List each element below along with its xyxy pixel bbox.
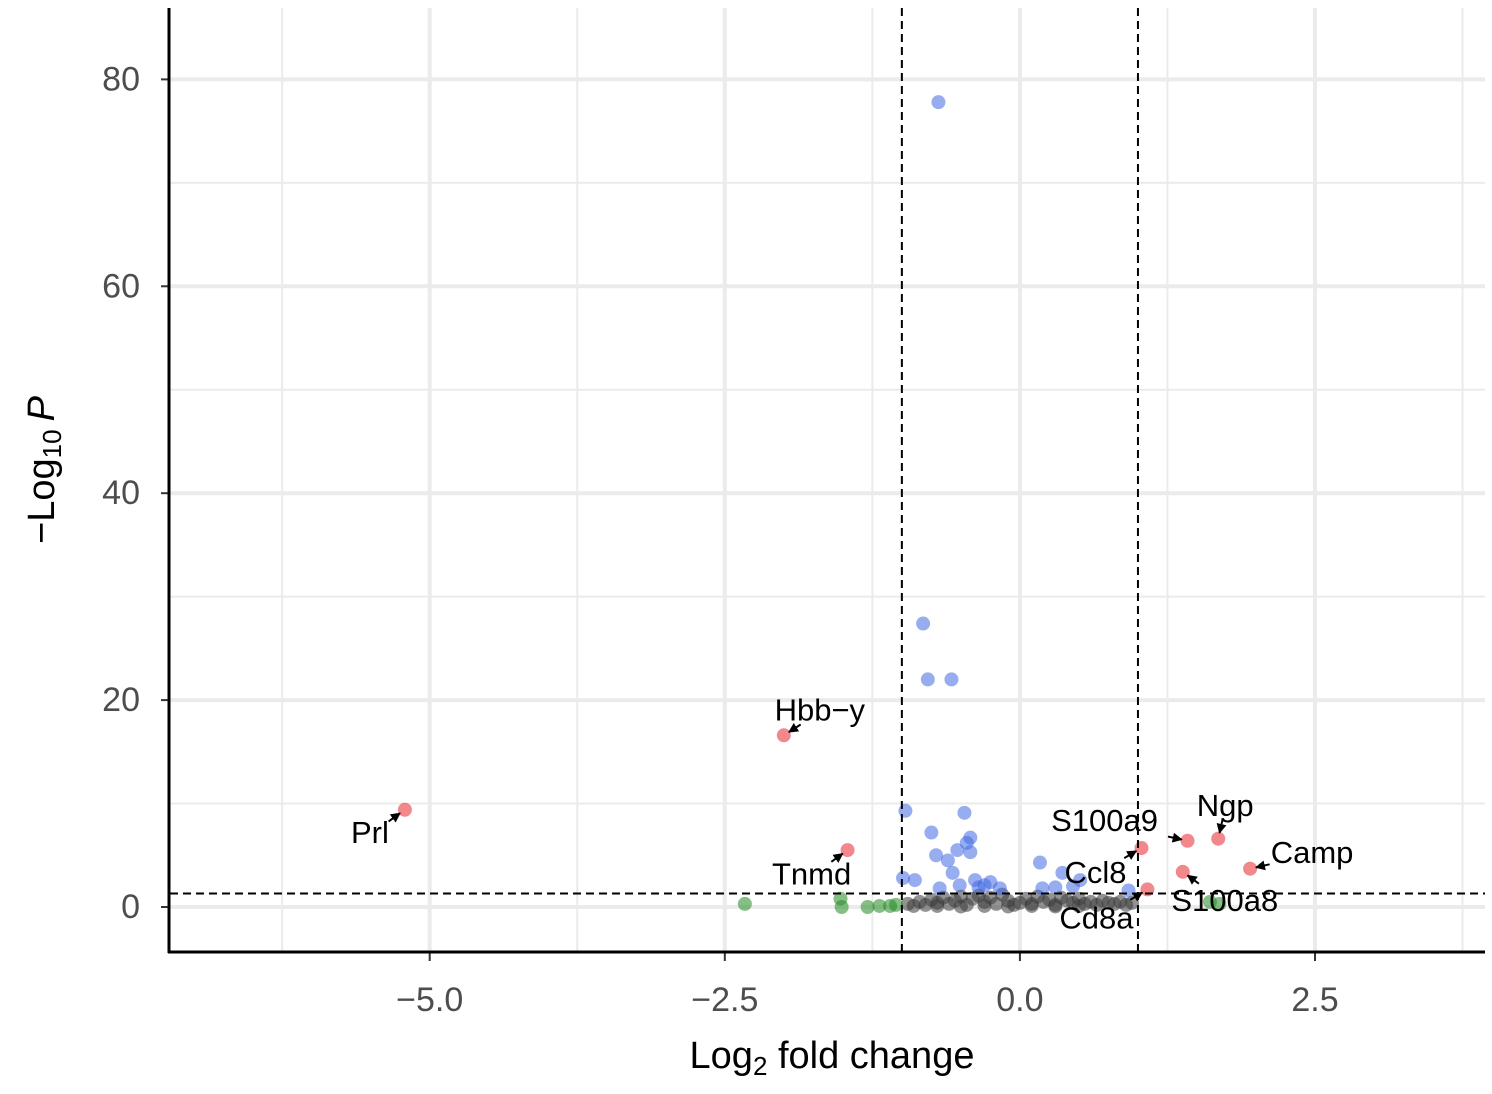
point bbox=[1175, 864, 1190, 879]
x-axis-title: Log2 fold change bbox=[690, 1035, 975, 1081]
point bbox=[971, 880, 986, 895]
point bbox=[1134, 841, 1149, 856]
point bbox=[1048, 880, 1063, 895]
point bbox=[872, 898, 887, 913]
point bbox=[950, 843, 965, 858]
label-arrow bbox=[388, 812, 401, 823]
point bbox=[959, 835, 974, 850]
label-arrow bbox=[1186, 874, 1200, 885]
point bbox=[896, 871, 911, 886]
y-tick-label: 0 bbox=[121, 888, 140, 926]
label-arrow bbox=[1254, 860, 1270, 871]
point bbox=[932, 881, 947, 896]
y-tick-label: 40 bbox=[102, 474, 140, 512]
x-tick-label: 2.5 bbox=[1291, 981, 1338, 1019]
label-arrow bbox=[1129, 891, 1144, 902]
point bbox=[992, 881, 1007, 896]
point bbox=[1243, 861, 1258, 876]
point bbox=[860, 899, 875, 914]
gene-label: Cd8a bbox=[1059, 901, 1134, 936]
label-arrow bbox=[1167, 832, 1183, 843]
y-tick-label: 20 bbox=[102, 681, 140, 719]
point bbox=[920, 672, 935, 687]
x-title-part: fold change bbox=[767, 1035, 974, 1077]
point bbox=[977, 898, 992, 913]
point bbox=[397, 802, 412, 817]
point bbox=[944, 672, 959, 687]
y-axis-title: −Log10 P bbox=[21, 395, 67, 544]
point bbox=[1001, 899, 1016, 914]
point bbox=[929, 848, 944, 863]
gene-label: Tnmd bbox=[772, 856, 851, 891]
point bbox=[957, 805, 972, 820]
point bbox=[952, 878, 967, 893]
point bbox=[1071, 898, 1086, 913]
point bbox=[840, 843, 855, 858]
x-tick-label: 0.0 bbox=[996, 981, 1043, 1019]
point bbox=[1211, 831, 1226, 846]
gene-label: Prl bbox=[351, 815, 389, 850]
gene-label: S100a9 bbox=[1051, 803, 1158, 838]
point bbox=[1180, 833, 1195, 848]
point bbox=[916, 616, 931, 631]
point bbox=[737, 896, 752, 911]
point bbox=[907, 873, 922, 888]
y-title-part: −Log bbox=[21, 458, 63, 544]
label-arrow bbox=[1123, 850, 1138, 860]
x-tick-label: −2.5 bbox=[691, 981, 758, 1019]
gene-label: S100a8 bbox=[1171, 883, 1278, 918]
label-arrow bbox=[830, 852, 844, 863]
x-title-sub: 2 bbox=[753, 1051, 767, 1081]
label-arrow bbox=[788, 722, 802, 733]
point bbox=[930, 898, 945, 913]
point bbox=[931, 95, 946, 110]
point bbox=[1035, 881, 1050, 896]
point bbox=[1066, 879, 1081, 894]
y-tick-label: 80 bbox=[102, 60, 140, 98]
point bbox=[1032, 855, 1047, 870]
y-title-sub: 10 bbox=[37, 429, 67, 458]
x-tick-label: −5.0 bbox=[396, 981, 463, 1019]
point bbox=[940, 853, 955, 868]
point bbox=[776, 728, 791, 743]
point bbox=[888, 897, 903, 912]
point bbox=[924, 825, 939, 840]
point bbox=[898, 803, 913, 818]
point bbox=[1024, 898, 1039, 913]
point bbox=[945, 865, 960, 880]
gene-label: Hbb−y bbox=[775, 692, 866, 727]
point bbox=[1202, 894, 1217, 909]
label-arrow bbox=[1216, 818, 1227, 834]
point bbox=[953, 899, 968, 914]
gene-label: Camp bbox=[1271, 835, 1354, 870]
point bbox=[1055, 865, 1070, 880]
point bbox=[1048, 899, 1063, 914]
y-tick-label: 60 bbox=[102, 267, 140, 305]
x-title-part: Log bbox=[690, 1035, 753, 1077]
point bbox=[833, 891, 848, 906]
gene-label: Ccl8 bbox=[1064, 855, 1126, 890]
y-title-part: P bbox=[21, 395, 63, 421]
gene-label: Ngp bbox=[1197, 788, 1254, 823]
